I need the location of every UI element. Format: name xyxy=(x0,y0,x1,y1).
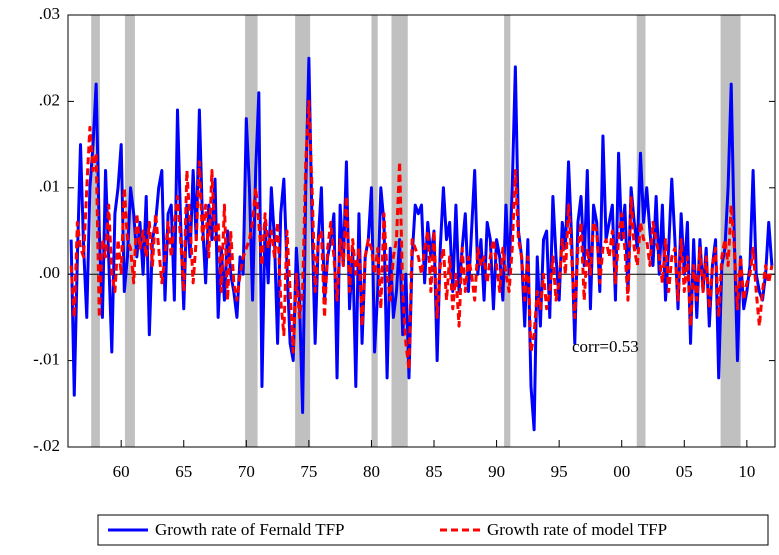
x-tick-label: 10 xyxy=(738,462,755,481)
x-tick-label: 60 xyxy=(113,462,130,481)
x-tick-label: 75 xyxy=(300,462,317,481)
x-tick-label: 80 xyxy=(363,462,380,481)
recession-band xyxy=(91,15,100,447)
x-tick-label: 00 xyxy=(613,462,630,481)
x-tick-label: 65 xyxy=(175,462,192,481)
x-tick-label: 95 xyxy=(551,462,568,481)
recession-band xyxy=(371,15,378,447)
series-line xyxy=(69,56,774,432)
recession-band xyxy=(391,15,408,447)
y-tick-label: -.02 xyxy=(33,436,60,455)
x-tick-label: 05 xyxy=(676,462,693,481)
y-tick-label: .00 xyxy=(39,263,60,282)
series-line xyxy=(69,99,774,371)
x-tick-label: 85 xyxy=(426,462,443,481)
x-tick-label: 70 xyxy=(238,462,255,481)
y-tick-label: .02 xyxy=(39,90,60,109)
legend: Growth rate of Fernald TFP Growth rate of… xyxy=(97,514,769,546)
axes: -.02 -.01 .00 .01 .02 .03 60 65 70 75 80 85 90 95 00 05… xyxy=(33,4,775,481)
y-tick-label: .03 xyxy=(39,4,60,23)
legend-label: Growth rate of Fernald TFP xyxy=(155,520,345,539)
legend-label: Growth rate of model TFP xyxy=(487,520,667,539)
series-lines xyxy=(69,56,774,432)
annotation: corr=0.53 xyxy=(572,337,639,356)
legend-box xyxy=(97,514,769,546)
y-tick-label: -.01 xyxy=(33,350,60,369)
y-tick-label: .01 xyxy=(39,177,60,196)
x-tick-label: 90 xyxy=(488,462,505,481)
plot-frame xyxy=(67,14,776,448)
